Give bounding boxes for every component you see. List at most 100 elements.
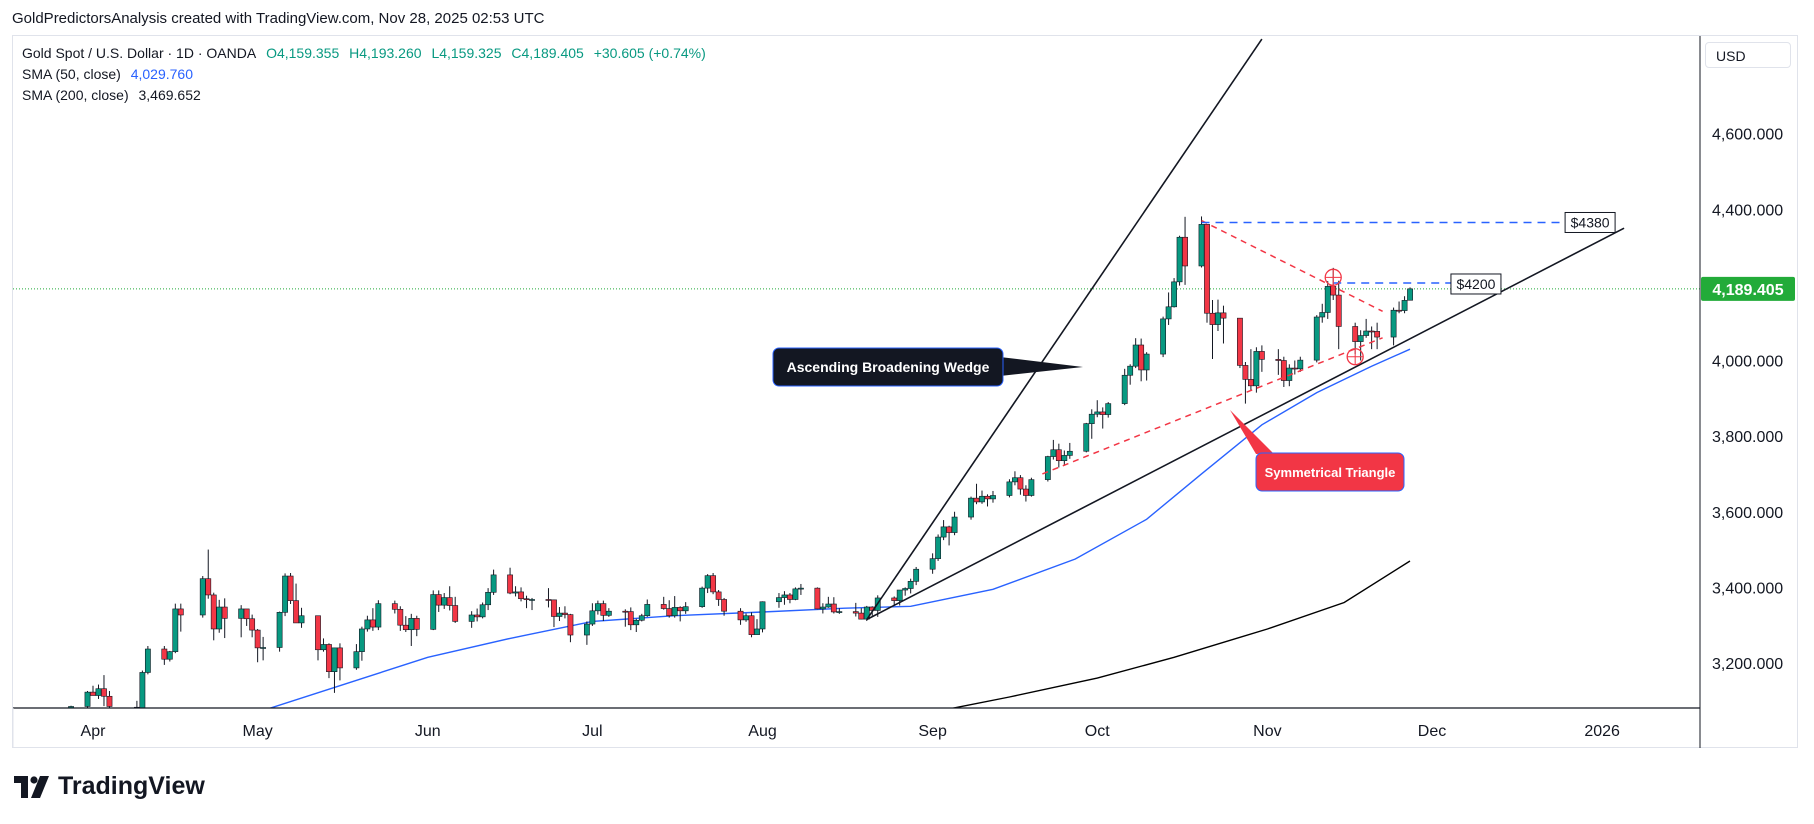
candle-body [1171, 281, 1177, 308]
candle-body [134, 706, 140, 708]
candle [260, 636, 267, 661]
candle [129, 734, 134, 750]
candle [315, 615, 321, 661]
candle-body [699, 587, 706, 607]
candle-body [1396, 309, 1402, 312]
y-tick-label: 3,200.000 [1712, 656, 1783, 673]
chart-credit: GoldPredictorsAnalysis created with Trad… [12, 10, 545, 27]
candle [485, 588, 492, 611]
candle-body [940, 526, 947, 538]
candle [518, 587, 524, 602]
candle [254, 628, 261, 663]
candle-body [337, 647, 343, 669]
candle-body [249, 618, 256, 631]
candle-body [1215, 312, 1221, 325]
legend-change: +30.605 (+0.74%) [593, 45, 706, 61]
candle-body [435, 594, 442, 606]
level-high-label: $4380 [1564, 211, 1616, 233]
candle [951, 511, 958, 536]
candle-body [1253, 351, 1260, 387]
candle [177, 603, 184, 632]
candle [1083, 422, 1090, 453]
currency-button[interactable]: USD [1705, 42, 1791, 68]
candle [1127, 364, 1134, 385]
candle [633, 618, 640, 632]
candle-body [792, 588, 799, 600]
circle-marker [1346, 348, 1364, 366]
candle [968, 496, 974, 520]
candle [562, 606, 568, 619]
candle-body [605, 610, 612, 616]
candle [375, 600, 382, 631]
candle [715, 590, 722, 606]
legend-symbol: Gold Spot / U.S. Dollar · 1D · OANDA [22, 45, 257, 61]
candle-body [721, 599, 727, 612]
candle-body [518, 591, 524, 600]
candle-body [682, 606, 689, 612]
candle [413, 615, 420, 637]
candle-body [1291, 367, 1298, 370]
x-tick-label: 2026 [1584, 723, 1620, 740]
candle-body [287, 575, 294, 601]
candle [1390, 307, 1397, 346]
candle [1066, 442, 1073, 459]
candle-body [759, 601, 766, 630]
candle [397, 606, 404, 631]
candle [161, 645, 168, 665]
candle [660, 596, 667, 610]
legend-open: O4,159.355 [266, 45, 340, 61]
candle [529, 597, 535, 611]
candle-body [677, 607, 684, 612]
candle [430, 590, 437, 631]
candle [979, 490, 985, 504]
legend-sma200-row[interactable]: SMA (200, close) 3,469.652 [22, 87, 207, 103]
candle [1160, 316, 1167, 358]
candle-body [101, 688, 107, 697]
legend-sma50-label: SMA (50, close) [22, 66, 121, 82]
candle [638, 613, 645, 622]
candle [1275, 349, 1282, 375]
candle [293, 583, 299, 624]
candle [1319, 303, 1326, 323]
tradingview-logo[interactable]: TradingView [14, 772, 205, 801]
candle-body [984, 495, 991, 500]
candle [238, 605, 245, 638]
candle-body [1044, 456, 1051, 480]
candle [123, 712, 128, 755]
candle [320, 638, 327, 652]
legend-symbol-row[interactable]: Gold Spot / U.S. Dollar · 1D · OANDA O4,… [22, 45, 712, 61]
candle [1182, 216, 1188, 285]
candle-body [798, 587, 804, 590]
candle-body [594, 603, 601, 612]
candle-body [1390, 309, 1397, 338]
triangle-callout: Symmetrical Triangle [1230, 410, 1405, 492]
candle-body [776, 597, 782, 603]
candle [1215, 299, 1221, 332]
y-tick-label: 3,800.000 [1712, 429, 1783, 446]
candle-body [1121, 374, 1128, 404]
candle-body [1368, 330, 1375, 333]
candle [435, 590, 442, 612]
candle [551, 599, 557, 628]
wedge-callout: Ascending Broadening Wedge [772, 347, 1083, 387]
candle-body [490, 574, 497, 593]
candle [913, 566, 920, 586]
last-price-tag-text: 4,189.405 [1712, 282, 1783, 299]
candle [737, 608, 744, 625]
candle [408, 613, 415, 646]
candle [468, 611, 475, 628]
level-low-label-box [1450, 273, 1502, 295]
candle [221, 598, 228, 639]
sma200-line [950, 560, 1411, 708]
candle-body [1242, 365, 1249, 380]
candle [1176, 235, 1183, 286]
legend-sma50-row[interactable]: SMA (50, close) 4,029.760 [22, 66, 199, 82]
candle-body [205, 578, 212, 596]
candle [199, 576, 206, 618]
candle [1171, 278, 1177, 308]
candle [594, 600, 601, 615]
candle [704, 574, 711, 594]
candle-body [106, 695, 113, 707]
legend-high: H4,193.260 [349, 45, 422, 61]
